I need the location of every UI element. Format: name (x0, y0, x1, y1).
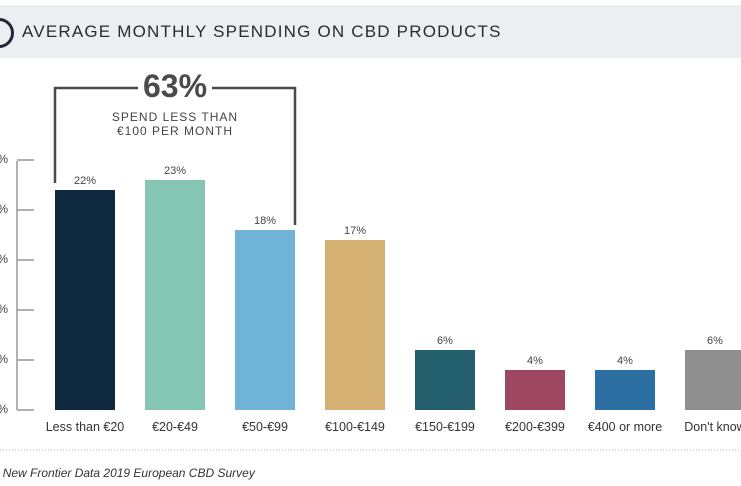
bar (55, 190, 115, 410)
category-label: €200-€399 (505, 420, 565, 434)
source-note: Source: New Frontier Data 2019 European … (0, 466, 255, 480)
callout-line-2: €100 PER MONTH (116, 124, 234, 138)
category-label: €20-€49 (152, 420, 198, 434)
callout-bracket-left (53, 86, 138, 183)
category-label: Don't know (684, 420, 741, 434)
bar (415, 350, 475, 410)
y-tick-label: 15% (0, 252, 8, 266)
chart-title: AVERAGE MONTHLY SPENDING ON CBD PRODUCTS (22, 22, 502, 41)
bar (235, 230, 295, 410)
bar (505, 370, 565, 410)
callout-line-1: SPEND LESS THAN (111, 110, 239, 124)
data-label: 6% (437, 335, 453, 347)
y-tick-label: 10% (0, 302, 8, 316)
category-label: €400 or more (588, 420, 662, 434)
bar (145, 180, 205, 410)
data-label: 6% (707, 335, 723, 347)
category-label: €50-€99 (242, 420, 288, 434)
bar (595, 370, 655, 410)
category-label: €150-€199 (415, 420, 475, 434)
callout-bracket-right (212, 86, 297, 225)
data-label: 4% (527, 355, 543, 367)
data-label: 18% (254, 215, 276, 227)
category-label: €100-€149 (325, 420, 385, 434)
y-tick-label: 0% (0, 402, 8, 416)
category-label: Less than €20 (46, 420, 125, 434)
bar (685, 350, 741, 410)
data-label: 17% (344, 225, 366, 237)
header-band (0, 5, 741, 58)
bar (325, 240, 385, 410)
data-label: 23% (164, 165, 186, 177)
data-label: 22% (74, 175, 96, 187)
y-tick-label: 25% (0, 152, 8, 166)
callout-value: 63% (142, 68, 208, 104)
data-label: 4% (617, 355, 633, 367)
y-tick-label: 20% (0, 202, 8, 216)
y-tick-label: 5% (0, 352, 8, 366)
